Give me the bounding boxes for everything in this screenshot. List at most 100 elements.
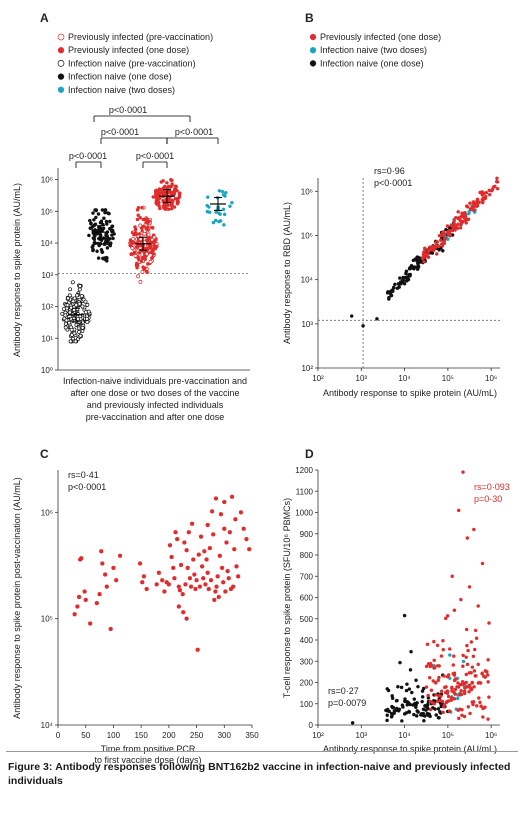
- panel-d-point-previously-infected: [451, 671, 455, 676]
- panel-d-point-previously-infected: [460, 707, 464, 712]
- panel-b-point-naive-one-dose: [391, 289, 395, 293]
- panel-a-group-0-point: [61, 307, 66, 311]
- panel-a-group-3-point: [166, 207, 171, 211]
- panel-c-point: [79, 556, 84, 561]
- panel-b-annotation-rs: rs=0·96: [374, 166, 405, 176]
- panel-b-point-previously-infected: [456, 210, 460, 214]
- panel-c-y-label: Antibody response to spike protein post-…: [12, 477, 22, 719]
- panel-c-point: [222, 526, 227, 531]
- panel-a-group-3-point: [170, 183, 174, 187]
- panel-c-x-label-line-0: Time from positive PCR: [101, 744, 196, 754]
- panel-d-point-naive-one-dose: [390, 696, 395, 701]
- legend-b-marker-2: [309, 60, 317, 67]
- panel-d-y-tick-label-3: 300: [300, 657, 314, 666]
- panel-d-point-previously-infected: [470, 681, 475, 685]
- panel-d-point-previously-infected: [485, 670, 489, 674]
- panel-d-x-tick-label-3: 10⁵: [442, 731, 454, 740]
- panel-b-point-previously-infected: [495, 186, 500, 191]
- panel-d-point-previously-infected: [457, 716, 461, 721]
- panel-d-point-previously-infected: [460, 682, 464, 687]
- panel-c-point: [223, 589, 228, 594]
- panel-a-group-0-point: [60, 311, 65, 316]
- panel-c-point: [196, 552, 201, 557]
- panel-d-point-naive-one-dose: [399, 685, 404, 690]
- panel-a-group-2-point: [150, 256, 154, 260]
- panel-d-y-tick-label-12: 1200: [295, 466, 313, 475]
- panel-d-point-naive-one-dose: [413, 701, 417, 706]
- panel-a-group-2-point: [144, 217, 148, 221]
- panel-a-group-2-point: [140, 270, 145, 274]
- panel-a-group-1-point: [104, 255, 109, 260]
- panel-c-point: [167, 543, 173, 548]
- panel-d-point-previously-infected: [461, 470, 465, 474]
- panel-d-point-previously-infected: [480, 561, 485, 566]
- legend-a-marker-2: [57, 60, 65, 67]
- panel-a-group-1-point: [89, 222, 93, 226]
- panel-d-point-previously-infected: [428, 707, 433, 712]
- legend-a-marker-0: [57, 33, 65, 41]
- panel-a-group-1-point: [110, 228, 115, 233]
- panel-a-group-3-point: [165, 181, 169, 185]
- panel-d-point-previously-infected: [442, 704, 446, 709]
- panel-a-pvalue-0: p<0·0001: [69, 151, 107, 161]
- panel-d-point-previously-infected: [437, 675, 441, 680]
- panel-b-point-previously-infected: [439, 242, 444, 246]
- panel-c-point: [205, 570, 210, 575]
- panel-d-point-naive-one-dose: [414, 678, 418, 682]
- panel-a-group-0-point: [66, 296, 70, 301]
- panel-a-group-1-point: [87, 233, 91, 238]
- panel-c-point: [72, 612, 77, 617]
- panel-a-group-4-point: [213, 218, 218, 223]
- panel-a-y-tick-label-6: 10⁶: [41, 176, 53, 185]
- panel-a-group-2-point: [141, 217, 146, 222]
- panel-d-point-naive-one-dose: [350, 721, 355, 725]
- panel-b-point-naive-one-dose: [402, 282, 407, 286]
- panel-a-y-tick-label-3: 10³: [41, 271, 53, 280]
- panel-a-group-0-point: [69, 305, 74, 310]
- panel-a-y-tick-label-0: 10⁰: [41, 366, 53, 375]
- panel-d-point-previously-infected: [462, 714, 467, 719]
- panel-d-point-previously-infected: [470, 665, 475, 669]
- panel-b-letter: B: [305, 11, 314, 25]
- panel-d-point-previously-infected: [477, 680, 482, 685]
- panel-d-point-previously-infected: [483, 675, 487, 679]
- panel-d-y-tick-label-1: 100: [300, 700, 314, 709]
- panel-a-pvalue-1: p<0·0001: [101, 127, 139, 137]
- panel-c-point: [226, 576, 231, 581]
- panel-b-point-previously-infected: [460, 211, 464, 216]
- panel-a-group-0-point: [69, 333, 74, 338]
- panel-b-point-naive-one-dose: [401, 275, 405, 280]
- panel-d-point-naive-one-dose: [422, 718, 426, 723]
- panel-a-group-1-point: [95, 249, 99, 254]
- panel-c-point: [241, 526, 246, 531]
- panel-b-point-previously-infected: [472, 208, 476, 213]
- panel-a-group-0-point: [77, 329, 82, 334]
- panel-d-point-previously-infected: [467, 690, 471, 694]
- panel-a-group-0-point: [78, 333, 83, 338]
- panel-a-group-3-point: [161, 198, 165, 203]
- panel-d-point-naive-two-doses: [455, 696, 460, 701]
- panel-d-point-previously-infected: [449, 698, 454, 702]
- panel-b-point-previously-infected: [465, 205, 470, 209]
- panel-d-point-naive-one-dose: [402, 613, 407, 618]
- panel-c-point: [201, 576, 206, 581]
- panel-c-point: [207, 546, 213, 551]
- panel-a-group-0-point: [83, 310, 88, 315]
- panel-d-point-previously-infected: [453, 677, 458, 681]
- panel-c-point: [75, 604, 80, 609]
- panel-d-point-previously-infected: [487, 621, 491, 625]
- panel-b-y-tick-label-4: 10⁶: [301, 187, 313, 196]
- panel-a-group-0-point: [83, 299, 88, 304]
- panel-d-y-tick-label-7: 700: [300, 572, 314, 581]
- panel-d-x-tick-label-1: 10³: [356, 731, 368, 740]
- panel-c-point: [100, 561, 105, 566]
- panel-d-point-previously-infected: [433, 681, 438, 685]
- panel-b-point-naive-one-dose: [410, 264, 414, 268]
- panel-a-group-1-point: [93, 222, 98, 227]
- panel-c-y-tick-label-1: 10⁵: [41, 615, 53, 624]
- panel-c-point: [162, 589, 167, 594]
- panel-d-y-tick-label-11: 1100: [296, 487, 314, 496]
- panel-a-y-label: Antibody response to spike protein (AU/m…: [12, 183, 22, 357]
- panel-a-group-4-point: [230, 200, 234, 205]
- panel-b-point-previously-infected: [454, 215, 458, 220]
